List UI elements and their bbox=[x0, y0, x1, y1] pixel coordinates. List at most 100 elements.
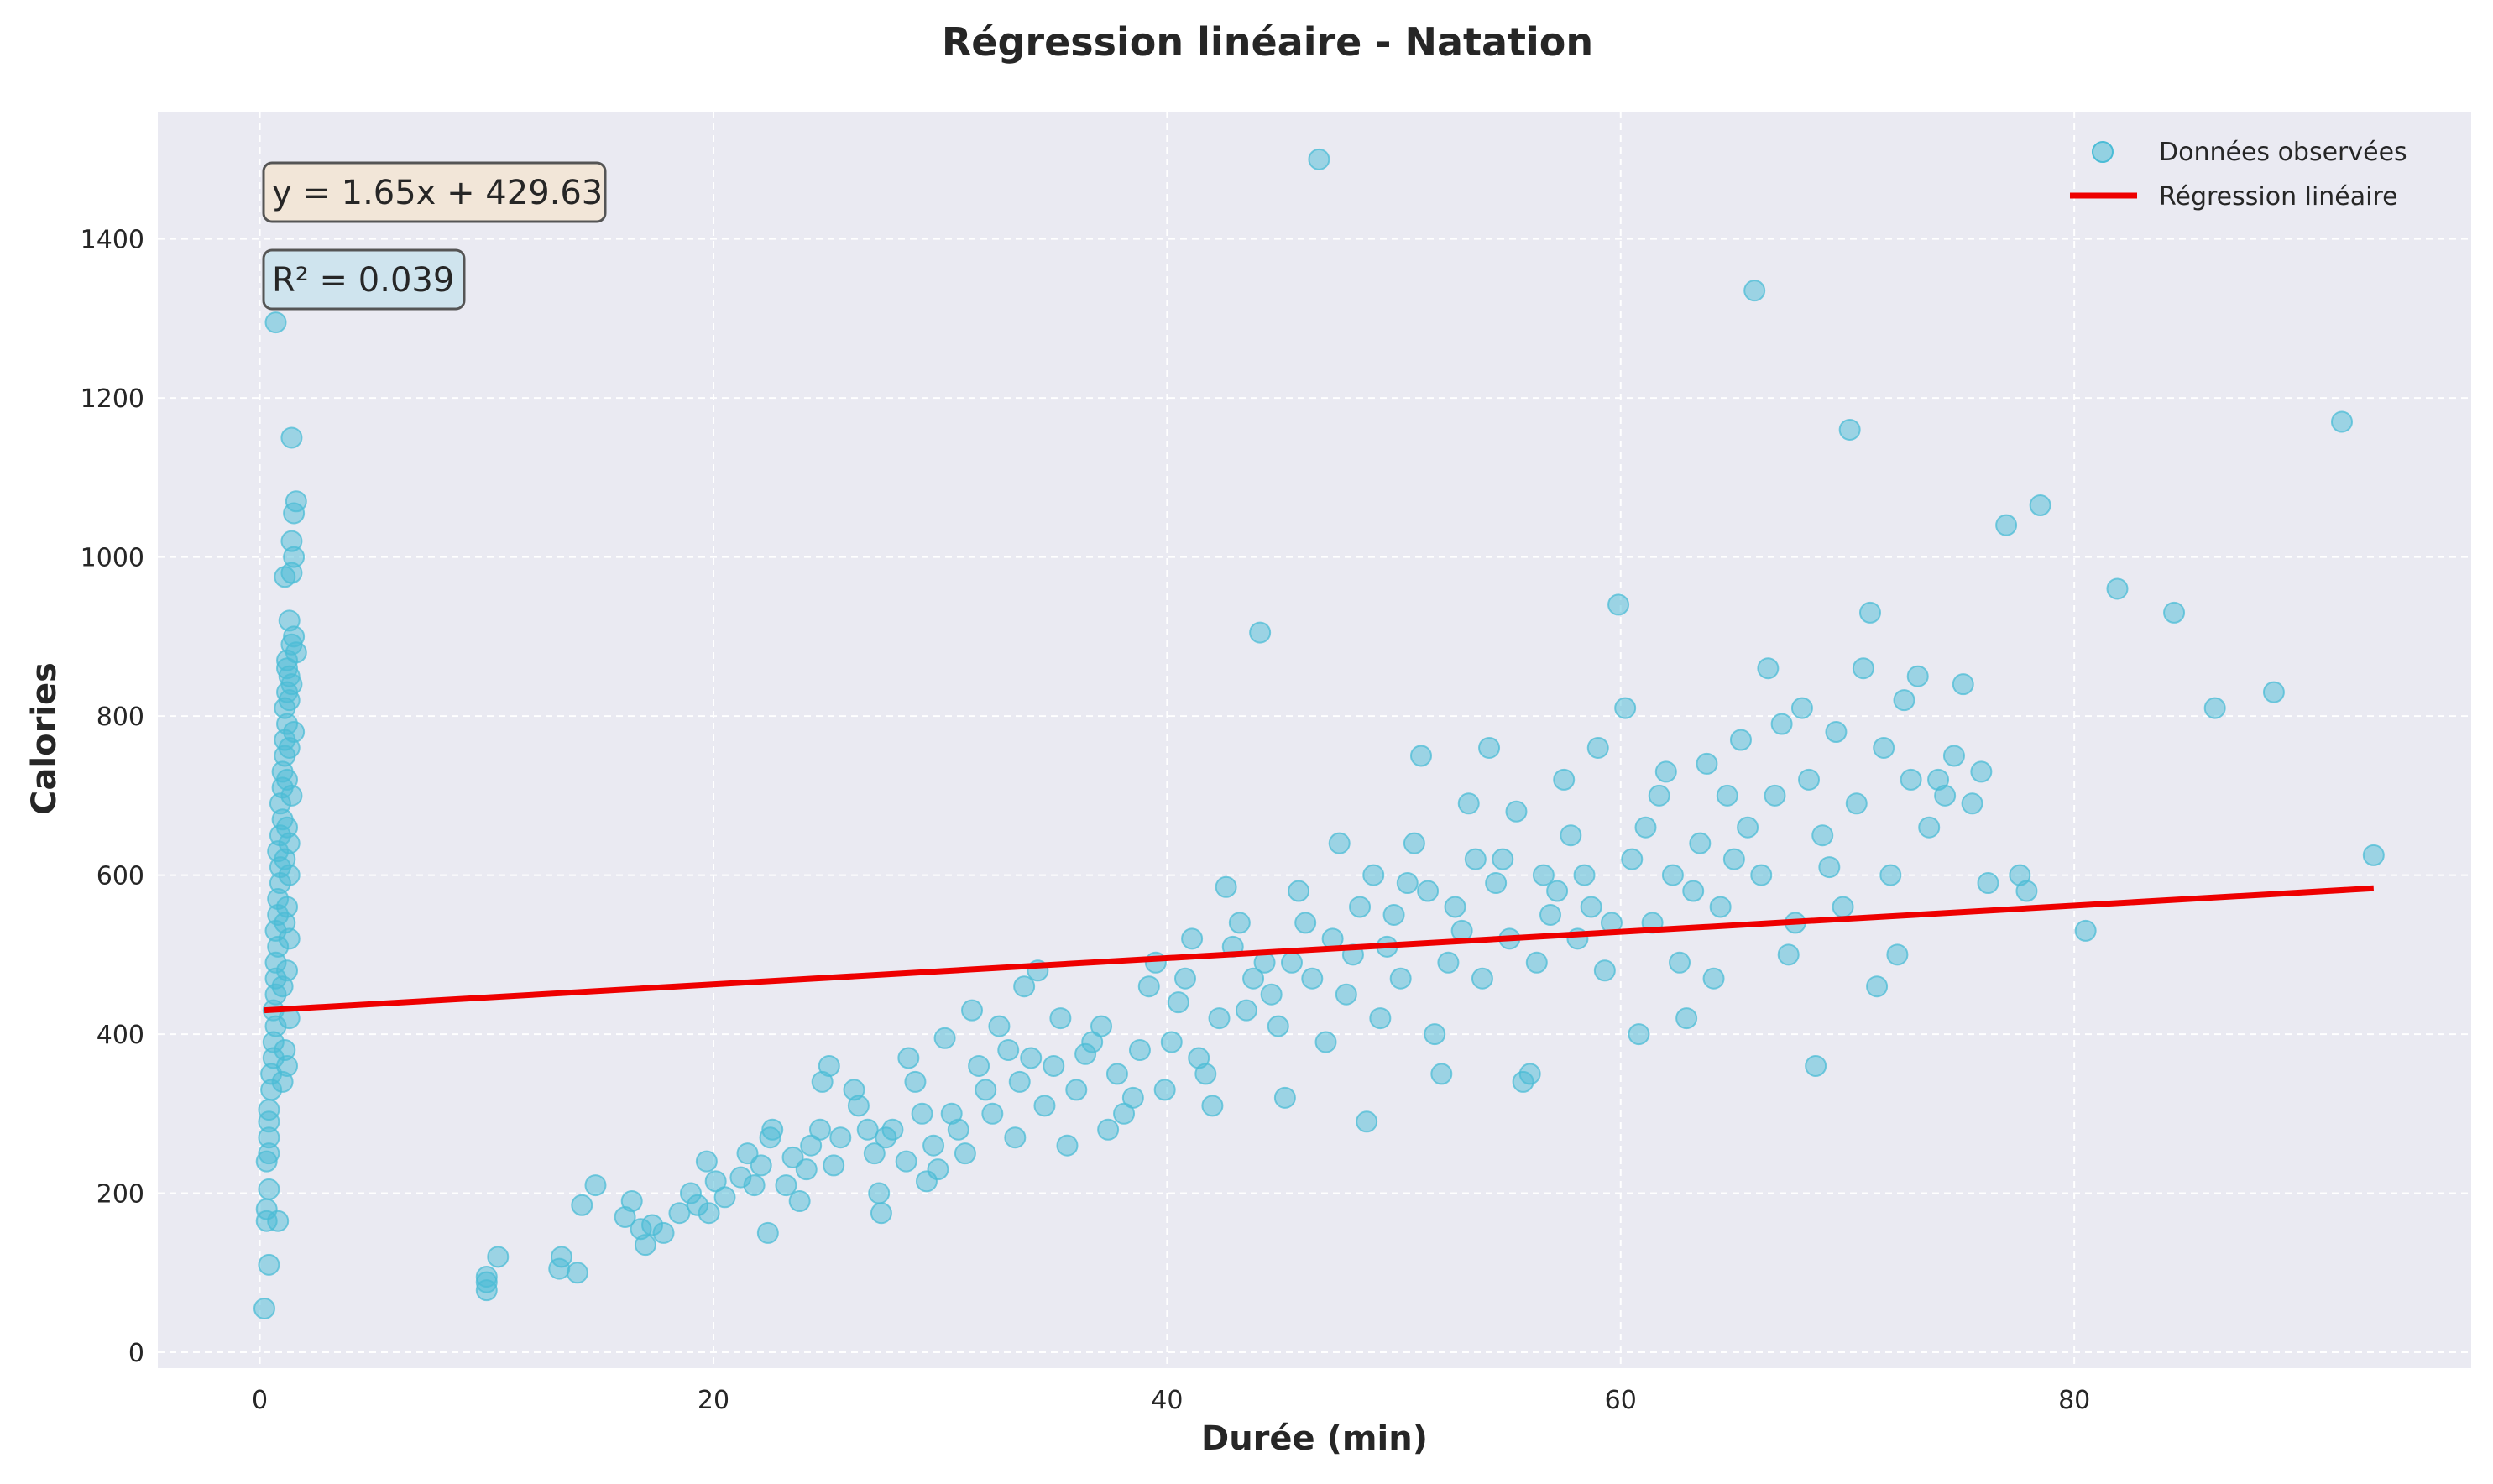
data-point bbox=[274, 1039, 296, 1062]
data-point bbox=[750, 1154, 772, 1177]
data-point bbox=[904, 1070, 927, 1093]
data-point bbox=[2203, 697, 2226, 719]
data-point bbox=[1273, 1086, 1296, 1109]
data-point bbox=[1464, 848, 1487, 870]
data-point bbox=[1838, 418, 1861, 441]
chart-title: Régression linéaire - Natation bbox=[942, 19, 1593, 65]
legend: Données observées Régression linéaire bbox=[2070, 138, 2407, 212]
x-tick-label: 40 bbox=[1151, 1386, 1183, 1415]
data-point bbox=[1033, 1095, 1056, 1117]
data-point bbox=[1770, 713, 1793, 735]
data-point bbox=[808, 1118, 831, 1141]
data-point bbox=[1004, 1126, 1027, 1149]
data-point bbox=[276, 768, 299, 791]
data-point bbox=[863, 1142, 886, 1165]
data-point bbox=[961, 999, 984, 1022]
data-point bbox=[881, 1118, 904, 1141]
data-point bbox=[713, 1186, 736, 1209]
data-point bbox=[475, 1266, 498, 1288]
data-point bbox=[487, 1246, 510, 1268]
data-point bbox=[1349, 896, 1372, 918]
data-point bbox=[1634, 816, 1657, 839]
data-point bbox=[1777, 943, 1800, 966]
data-point bbox=[1560, 824, 1582, 847]
data-point bbox=[1153, 1079, 1176, 1101]
data-point bbox=[1260, 983, 1283, 1006]
data-point bbox=[1249, 621, 1272, 644]
data-point bbox=[1879, 864, 1902, 886]
data-point bbox=[1621, 848, 1644, 870]
r-squared-box bbox=[262, 248, 466, 311]
data-point bbox=[1669, 951, 1691, 974]
data-point bbox=[1866, 975, 1889, 998]
data-point bbox=[1382, 903, 1405, 926]
data-point bbox=[1825, 721, 1848, 744]
x-tick-label: 80 bbox=[2058, 1386, 2090, 1415]
y-tick-label: 1000 bbox=[81, 544, 144, 573]
data-point bbox=[1417, 880, 1440, 902]
data-point bbox=[795, 1158, 818, 1181]
data-point bbox=[1709, 896, 1732, 918]
data-point bbox=[922, 1134, 945, 1157]
data-point bbox=[620, 1190, 643, 1213]
data-point bbox=[947, 1118, 970, 1141]
data-point bbox=[1335, 983, 1357, 1006]
data-point bbox=[968, 1054, 990, 1077]
data-point bbox=[2029, 494, 2051, 516]
data-point bbox=[2262, 681, 2285, 703]
y-tick-label: 600 bbox=[97, 862, 144, 891]
data-point bbox=[1539, 903, 1562, 926]
data-point bbox=[1043, 1054, 1065, 1077]
data-point bbox=[1682, 880, 1705, 902]
data-point bbox=[856, 1118, 879, 1141]
data-point bbox=[975, 1079, 997, 1101]
data-point bbox=[988, 1015, 1011, 1037]
data-point bbox=[1525, 951, 1548, 974]
data-point bbox=[1805, 1054, 1827, 1077]
data-point bbox=[1906, 665, 1929, 687]
data-point bbox=[1128, 1039, 1151, 1062]
data-point bbox=[818, 1054, 840, 1077]
data-point bbox=[1607, 593, 1630, 616]
data-point bbox=[280, 426, 303, 449]
data-point bbox=[278, 609, 301, 632]
data-point bbox=[1485, 872, 1508, 895]
data-point bbox=[1280, 951, 1303, 974]
data-point bbox=[1444, 896, 1466, 918]
data-point bbox=[1852, 657, 1874, 680]
data-point bbox=[927, 1158, 949, 1181]
data-point bbox=[1580, 896, 1602, 918]
data-point bbox=[276, 896, 299, 918]
data-point bbox=[1492, 848, 1514, 870]
data-point bbox=[1716, 784, 1738, 807]
data-point bbox=[1194, 1063, 1217, 1085]
data-point bbox=[264, 311, 287, 334]
data-point bbox=[1301, 967, 1324, 990]
data-point bbox=[1750, 864, 1773, 886]
data-point bbox=[1818, 856, 1841, 879]
data-point bbox=[1369, 1007, 1392, 1030]
data-point bbox=[1893, 689, 1915, 712]
data-point bbox=[1518, 1063, 1541, 1085]
x-tick-label: 0 bbox=[252, 1386, 268, 1415]
data-point bbox=[267, 1210, 290, 1232]
data-point bbox=[1873, 736, 1895, 759]
data-point bbox=[668, 1202, 691, 1225]
data-point bbox=[1654, 760, 1677, 783]
data-point bbox=[1532, 864, 1555, 886]
data-point bbox=[1430, 1063, 1453, 1085]
data-point bbox=[1886, 943, 1909, 966]
data-point bbox=[1242, 967, 1265, 990]
data-point bbox=[1722, 848, 1745, 870]
data-point bbox=[1013, 975, 1036, 998]
data-point bbox=[870, 1202, 892, 1225]
data-point bbox=[1977, 872, 1999, 895]
data-point bbox=[1105, 1063, 1128, 1085]
data-point bbox=[550, 1246, 572, 1268]
data-point bbox=[981, 1102, 1004, 1125]
x-tick-label: 60 bbox=[1605, 1386, 1637, 1415]
data-point bbox=[1614, 697, 1637, 719]
data-point bbox=[2074, 919, 2097, 942]
